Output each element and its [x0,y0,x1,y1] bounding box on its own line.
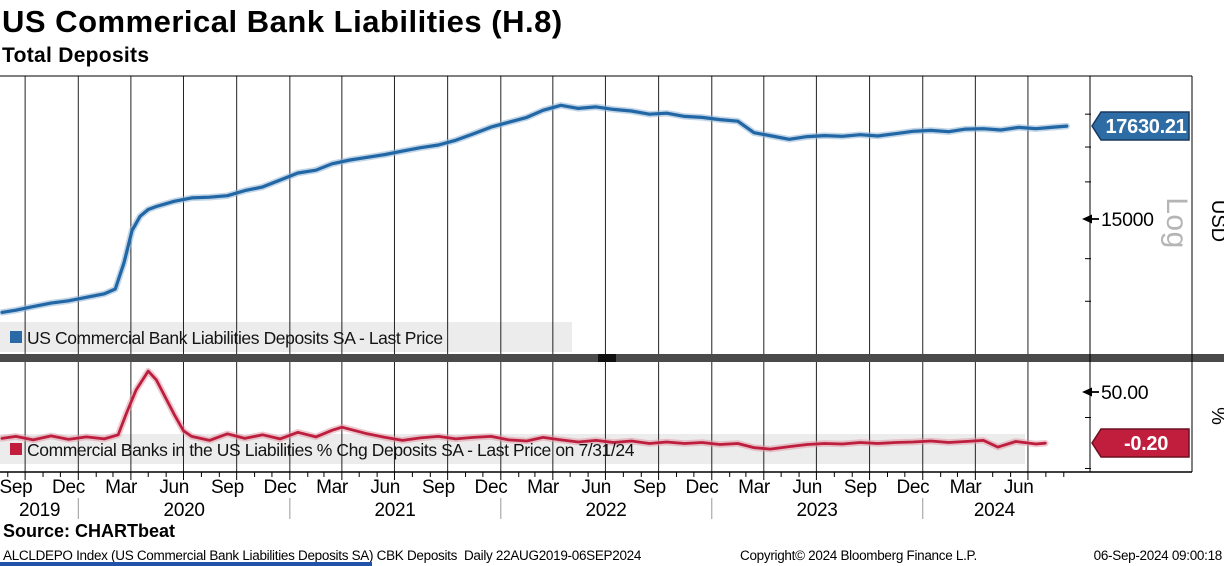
x-month-label: Sep [422,477,455,498]
x-month-label: Sep [633,477,666,498]
x-year-label: 2019 [19,500,60,521]
pctchg-axis-tick-label: 50.00 [1101,382,1149,404]
source-line: Source: CHARTbeat [3,521,176,541]
usd-unit-label: USD [1207,200,1224,242]
x-month-label: Dec [896,477,929,498]
x-year-label: 2022 [585,500,626,521]
percent-unit-label: % [1207,407,1224,425]
x-year-label: 2021 [374,500,415,521]
deposits-last-price-value: 17630.21 [1105,116,1186,138]
x-year-label: 2020 [164,500,205,521]
copyright-text: Copyright© 2024 Bloomberg Finance L.P. [740,548,977,563]
x-month-label: Mar [738,477,771,498]
x-year-label: 2024 [974,500,1016,521]
x-month-label: Dec [264,477,297,498]
x-month-label: Mar [950,477,983,498]
series-line-top [0,103,1069,314]
page-title: US Commerical Bank Liabilities (H.8) [2,4,563,39]
x-month-label: Jun [1004,477,1034,498]
legend-deposits[interactable]: US Commercial Bank Liabilities Deposits … [10,328,443,348]
x-month-label: Dec [475,477,508,498]
deposits-last-price-tag [1091,111,1190,141]
x-month-label: Sep [0,477,32,498]
x-month-label: Dec [52,477,85,498]
x-month-label: Mar [105,477,138,498]
legend-strip-top [0,322,572,352]
y-tick-arrowhead [1082,387,1092,397]
series-halo-top [0,102,1070,316]
log-scale-label: Log [1160,197,1193,249]
timestamp: 06-Sep-2024 09:00:18 [1093,548,1223,563]
x-month-label: Mar [527,477,560,498]
legend-deposits-marker [10,331,22,343]
x-month-label: Sep [844,477,877,498]
panel-divider-handle[interactable] [598,354,616,362]
x-month-label: Jun [370,477,400,498]
pctchg-last-price-value: -0.20 [1124,433,1168,455]
x-month-label: Jun [792,477,822,498]
x-month-label: Mar [316,477,349,498]
pctchg-last-price-tag [1091,428,1190,458]
y-tick-arrowhead [1082,214,1092,224]
bottom-highlight-bar [0,562,372,566]
legend-pctchg[interactable]: Commercial Banks in the US Liabilities %… [10,440,635,460]
chart-subtitle: Total Deposits [2,44,150,67]
security-description: ALCLDEPO Index (US Commercial Bank Liabi… [3,548,642,563]
legend-pctchg-marker [10,443,22,455]
series-line-bottom [0,369,1047,451]
deposits-axis-tick-label: 15000 [1101,209,1154,231]
x-month-label: Jun [581,477,611,498]
legend-deposits-label: US Commercial Bank Liabilities Deposits … [27,328,443,348]
x-month-label: Jun [159,477,189,498]
x-month-label: Sep [211,477,244,498]
x-year-label: 2023 [796,500,837,521]
legend-pctchg-label: Commercial Banks in the US Liabilities %… [27,440,635,460]
x-month-label: Dec [686,477,719,498]
